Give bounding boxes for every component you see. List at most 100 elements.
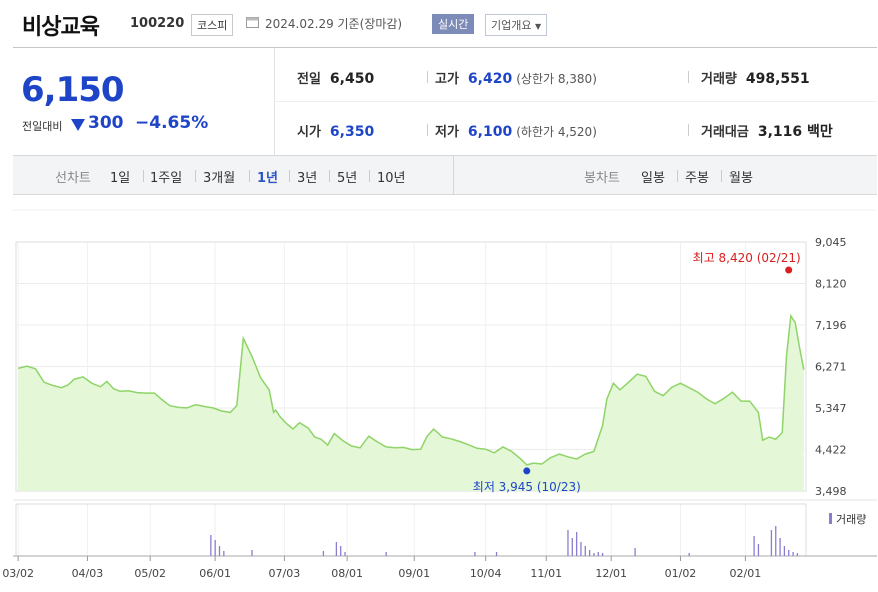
y-tick-label: 3,498: [815, 485, 847, 498]
company-info-dropdown[interactable]: 기업개요 ▼: [485, 14, 548, 36]
volume-bar: [571, 538, 573, 556]
volume-bar: [344, 552, 346, 556]
y-tick-label: 4,422: [815, 444, 847, 457]
x-tick-label: 09/01: [398, 567, 430, 580]
max-annotation: 최고 8,420 (02/21): [693, 251, 801, 265]
high-cell: 고가 6,420 (상한가 8,380): [435, 68, 597, 87]
tab-5year[interactable]: 5년: [337, 171, 358, 186]
trade-value: 3,116 백만: [757, 124, 833, 140]
quote-panel: 6,150 전일대비 300 −4.65% 전일 6,450 고가 6,420 (상한…: [13, 47, 877, 156]
current-price: 6,150: [21, 70, 125, 110]
volume-cell: 거래량 498,551: [701, 68, 810, 87]
stock-header: 비상교육 100220 코스피 2024.02.29 기준(장마감) 실시간 기…: [0, 0, 878, 44]
x-tick-label: 03/02: [2, 567, 34, 580]
low-label: 저가: [435, 125, 459, 140]
y-tick-label: 6,271: [815, 361, 847, 374]
volume-bar: [783, 546, 786, 556]
tab-separator: [721, 170, 722, 182]
open-label: 시가: [297, 125, 321, 140]
volume-bar: [335, 542, 338, 556]
tab-monthly[interactable]: 월봉: [729, 171, 753, 186]
trade-value-label: 거래대금: [701, 125, 749, 140]
line-chart-label: 선차트: [55, 171, 91, 186]
x-tick-label: 06/01: [199, 567, 231, 580]
volume-bar: [210, 535, 212, 556]
low-cell: 저가 6,100 (하한가 4,520): [435, 121, 597, 140]
tab-1day[interactable]: 1일: [110, 171, 131, 186]
volume-legend: 거래량: [836, 513, 866, 526]
cell-separator: [688, 71, 689, 83]
volume-bar: [495, 552, 498, 556]
x-tick-label: 01/02: [665, 567, 697, 580]
volume-bar: [340, 546, 342, 556]
volume-bar: [634, 548, 636, 556]
candle-chart-label: 봉차트: [584, 171, 620, 186]
volume-bar: [251, 550, 253, 556]
volume-bar: [580, 542, 582, 556]
cell-separator: [688, 124, 689, 136]
open-value: 6,350: [329, 124, 375, 140]
tab-weekly[interactable]: 주봉: [685, 171, 709, 186]
volume-bar: [214, 540, 216, 556]
y-tick-label: 5,347: [815, 402, 847, 415]
x-tick-label: 02/01: [730, 567, 762, 580]
x-tick-label: 12/01: [595, 567, 627, 580]
volume-bar: [223, 551, 225, 556]
volume-bar: [385, 552, 387, 556]
cell-separator: [427, 71, 428, 83]
x-tick-label: 08/01: [331, 567, 363, 580]
tab-separator: [289, 170, 290, 182]
volume-bar: [567, 530, 569, 556]
market-badge: 코스피: [191, 14, 234, 36]
x-tick-label: 07/03: [269, 567, 301, 580]
prev-close-cell: 전일 6,450: [297, 68, 374, 87]
tabs-divider: [453, 156, 454, 194]
low-value: 6,100: [467, 124, 513, 140]
lower-limit: (하한가 4,520): [516, 125, 597, 139]
tab-1year[interactable]: 1년: [257, 171, 279, 186]
y-tick-label: 8,120: [815, 278, 847, 291]
down-triangle-icon: [71, 119, 85, 131]
high-value: 6,420: [467, 71, 513, 87]
min-point: [523, 467, 531, 475]
chart-tabs: 선차트 1일 1주일 3개월 1년 3년 5년 10년 봉차트 일봉 주봉 월봉: [13, 156, 877, 195]
tab-daily[interactable]: 일봉: [641, 171, 665, 186]
tab-1week[interactable]: 1주일: [150, 171, 183, 186]
tab-3month[interactable]: 3개월: [203, 171, 236, 186]
tab-10year[interactable]: 10년: [377, 171, 406, 186]
tab-3year[interactable]: 3년: [297, 171, 318, 186]
volume-bar: [322, 551, 325, 556]
price-line: [18, 313, 805, 466]
prev-close-label: 전일: [297, 72, 321, 87]
tab-separator: [329, 170, 330, 182]
volume-bar: [788, 550, 790, 556]
volume-bar: [775, 526, 777, 556]
y-tick-label: 7,196: [815, 319, 847, 332]
volume-bars: [210, 526, 799, 556]
volume-bar: [792, 552, 794, 556]
max-point: [785, 266, 793, 274]
x-tick-label: 05/02: [134, 567, 166, 580]
x-tick-label: 04/03: [72, 567, 104, 580]
volume-bar: [218, 546, 221, 556]
volume-label: 거래량: [701, 72, 737, 87]
volume-bar: [575, 532, 578, 556]
volume-bar: [757, 544, 760, 556]
upper-limit: (상한가 8,380): [516, 72, 597, 86]
prev-close-value: 6,450: [329, 71, 375, 87]
volume-bar: [584, 546, 586, 556]
chevron-down-icon: ▼: [534, 22, 542, 31]
stock-name: 비상교육: [22, 15, 100, 40]
change-percent: −4.65%: [135, 113, 209, 133]
realtime-button[interactable]: 실시간: [432, 14, 475, 34]
tab-separator: [249, 170, 250, 182]
volume-bar: [796, 553, 799, 556]
price-area: [18, 315, 804, 491]
open-cell: 시가 6,350: [297, 121, 374, 140]
volume-value: 498,551: [745, 71, 810, 87]
volume-bar: [770, 530, 773, 556]
volume-bar: [753, 536, 755, 556]
tab-separator: [369, 170, 370, 182]
tab-separator: [143, 170, 144, 182]
